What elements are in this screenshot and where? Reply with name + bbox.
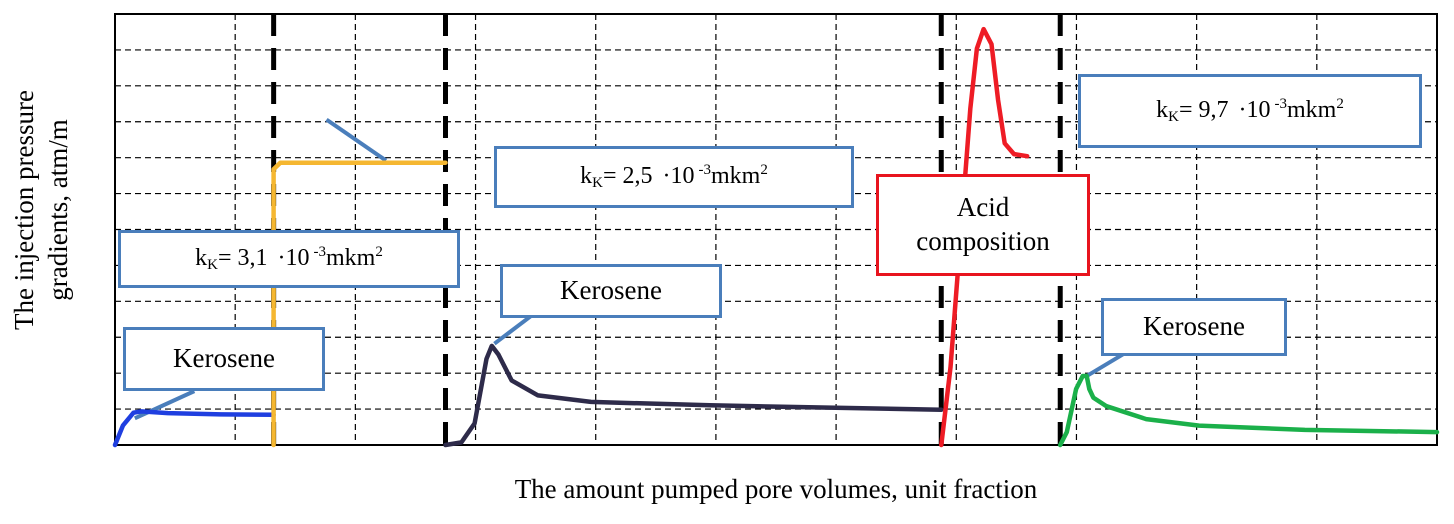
acid-line-2: composition: [916, 226, 1050, 256]
callout-leader: [1085, 350, 1128, 378]
y-axis-label-line-2: gradients, atm/m: [42, 119, 73, 301]
series-line-3: [443, 343, 944, 448]
kk-9-7-dot: ·10: [1238, 97, 1271, 124]
series-line-5: [1057, 373, 1440, 448]
callout-leader: [325, 117, 388, 163]
kk-2-5-sub: K: [592, 175, 603, 192]
kk-3-1-dot: ·10: [277, 245, 310, 272]
kk-9-7-unit: mkm: [1287, 97, 1337, 124]
series-line-1: [112, 409, 276, 448]
callout-kk-9-7: kK= 9,7 ·10 -3mkm2: [1078, 74, 1422, 148]
kk-9-7-exp: -3: [1274, 96, 1288, 113]
kk-3-1-unit-exp: 2: [375, 244, 383, 261]
callout-kerosene-1-text: Kerosene: [173, 343, 275, 374]
kk-2-5-text: kK= 2,5 ·10 -3mkm2: [580, 161, 768, 193]
callout-kk-3-1: kK= 3,1 ·10 -3mkm2: [118, 230, 460, 288]
callout-acid-text: Acid composition: [916, 191, 1050, 259]
kk-9-7-sub: K: [1168, 109, 1179, 126]
x-axis-label: The amount pumped pore volumes, unit fra…: [514, 474, 1038, 504]
kk-9-7-value: = 9,7: [1178, 97, 1229, 124]
kk-2-5-value: = 2,5: [602, 163, 653, 190]
kk-2-5-dot: ·10: [662, 163, 695, 190]
callout-kerosene-2: Kerosene: [500, 264, 722, 318]
kk-2-5-unit-exp: 2: [760, 162, 768, 179]
callout-kerosene-3-text: Kerosene: [1143, 311, 1245, 342]
kk-9-7-unit-exp: 2: [1336, 96, 1344, 113]
series-line-2: [271, 160, 448, 448]
callout-kerosene-3: Kerosene: [1101, 298, 1287, 356]
callout-acid-composition: Acid composition: [876, 174, 1090, 276]
kk-3-1-exp: -3: [313, 244, 327, 261]
acid-line-1: Acid: [956, 192, 1010, 223]
callout-kk-2-5: kK= 2,5 ·10 -3mkm2: [494, 146, 854, 208]
kk-3-1-sub: K: [207, 257, 218, 274]
kk-3-1-value: = 3,1: [217, 245, 268, 272]
kk-3-1-prefix: k: [195, 245, 208, 272]
callout-kerosene-2-text: Kerosene: [560, 275, 662, 306]
kk-2-5-prefix: k: [580, 163, 593, 190]
kk-3-1-text: kK= 3,1 ·10 -3mkm2: [195, 243, 383, 275]
y-axis-label-line-1: The injection pressure: [9, 90, 39, 330]
callout-kerosene-1: Kerosene: [123, 327, 325, 391]
y-axis-label: The injection pressure gradients, atm/m: [8, 20, 108, 400]
kk-3-1-unit: mkm: [326, 245, 376, 272]
callout-leader: [493, 314, 533, 346]
kk-9-7-prefix: k: [1156, 97, 1169, 124]
kk-2-5-unit: mkm: [711, 163, 761, 190]
kk-9-7-text: kK= 9,7 ·10 -3mkm2: [1156, 95, 1344, 127]
kk-2-5-exp: -3: [698, 162, 712, 179]
